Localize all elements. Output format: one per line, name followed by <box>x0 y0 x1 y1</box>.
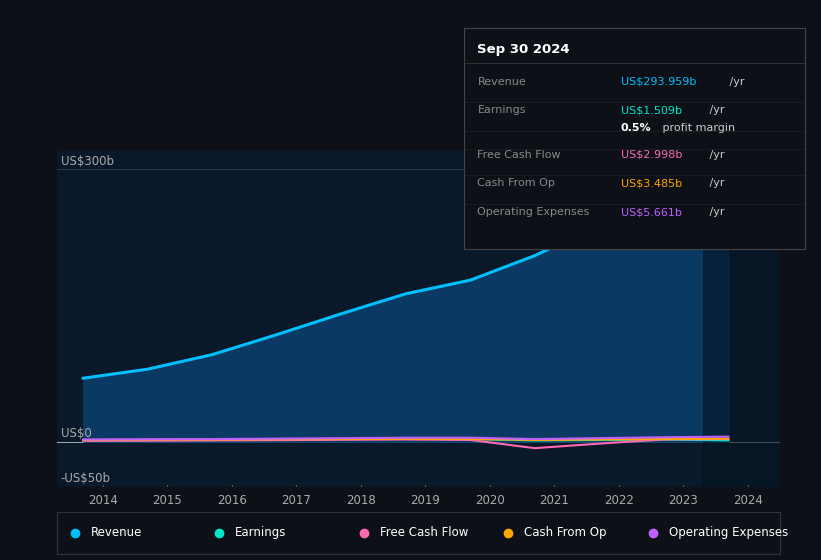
Text: 2024: 2024 <box>733 493 763 507</box>
Text: Revenue: Revenue <box>478 77 526 87</box>
Text: Earnings: Earnings <box>478 105 526 115</box>
Text: US$5.661b: US$5.661b <box>621 207 681 217</box>
Text: US$2.998b: US$2.998b <box>621 150 682 160</box>
Text: /yr: /yr <box>706 150 725 160</box>
Text: Revenue: Revenue <box>90 526 142 539</box>
Text: 2022: 2022 <box>603 493 634 507</box>
Text: 2021: 2021 <box>539 493 569 507</box>
Text: US$3.485b: US$3.485b <box>621 179 681 188</box>
Text: US$1.509b: US$1.509b <box>621 105 681 115</box>
Text: 2023: 2023 <box>668 493 698 507</box>
Bar <box>703 151 780 487</box>
Text: Sep 30 2024: Sep 30 2024 <box>478 44 570 57</box>
Text: /yr: /yr <box>726 77 744 87</box>
Text: 0.5%: 0.5% <box>621 123 651 133</box>
Text: US$0: US$0 <box>61 427 91 440</box>
Text: US$293.959b: US$293.959b <box>621 77 696 87</box>
Text: Earnings: Earnings <box>235 526 287 539</box>
Text: -US$50b: -US$50b <box>61 473 111 486</box>
Text: /yr: /yr <box>706 105 725 115</box>
Text: US$300b: US$300b <box>61 155 113 167</box>
Text: 2018: 2018 <box>346 493 375 507</box>
Text: 2014: 2014 <box>88 493 117 507</box>
Text: Free Cash Flow: Free Cash Flow <box>478 150 561 160</box>
Text: 2017: 2017 <box>282 493 311 507</box>
Text: 2019: 2019 <box>410 493 440 507</box>
Text: 2016: 2016 <box>217 493 246 507</box>
Text: Operating Expenses: Operating Expenses <box>478 207 589 217</box>
Text: Operating Expenses: Operating Expenses <box>668 526 788 539</box>
Text: Cash From Op: Cash From Op <box>478 179 555 188</box>
Text: profit margin: profit margin <box>658 123 735 133</box>
Text: /yr: /yr <box>706 179 725 188</box>
Text: Free Cash Flow: Free Cash Flow <box>379 526 468 539</box>
Text: /yr: /yr <box>706 207 725 217</box>
Text: Cash From Op: Cash From Op <box>524 526 607 539</box>
Text: 2015: 2015 <box>152 493 182 507</box>
Text: 2020: 2020 <box>475 493 505 507</box>
